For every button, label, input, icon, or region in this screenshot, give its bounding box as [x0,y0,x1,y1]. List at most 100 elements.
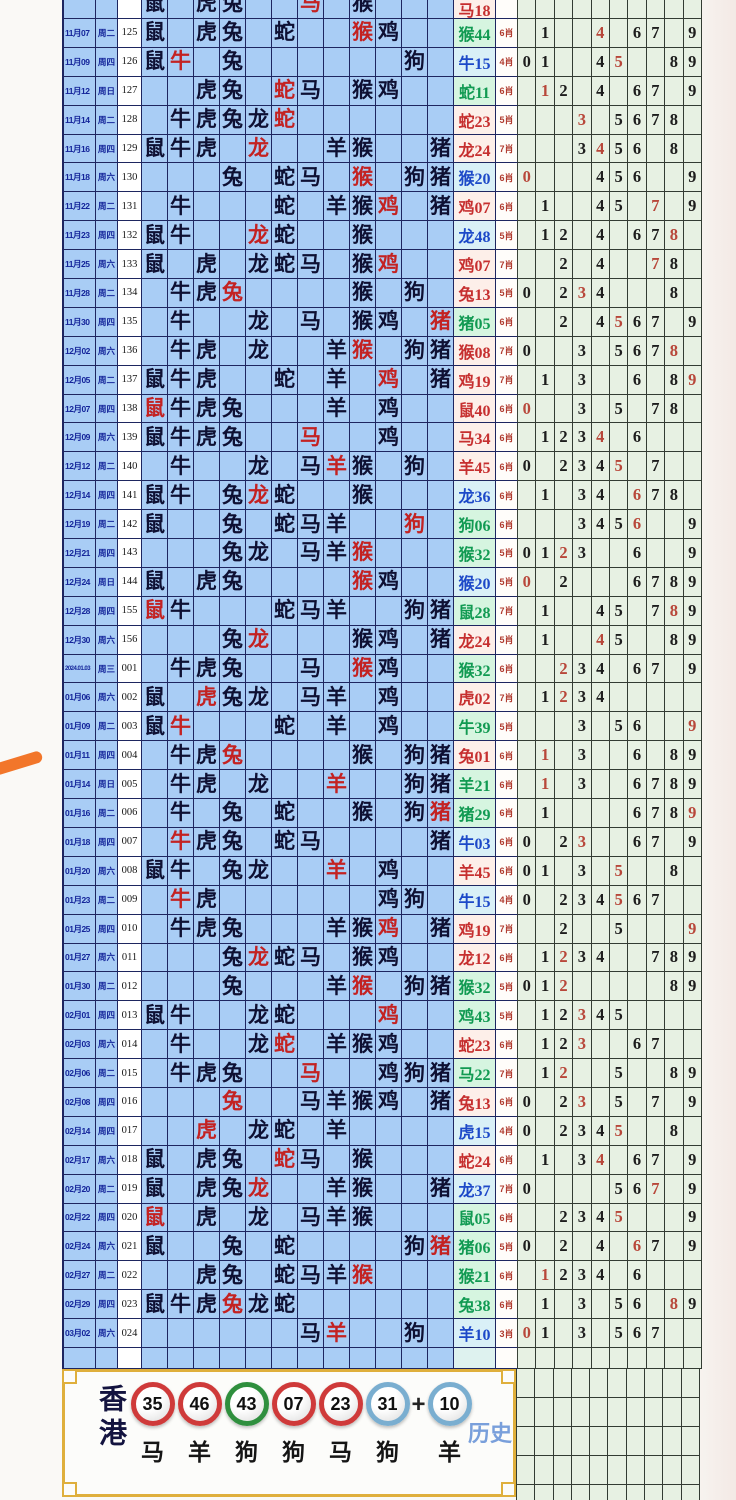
zodiac-cell [428,885,454,915]
digit-cell: 7 [646,19,666,48]
digit-cell [518,0,537,19]
result-cell: 兔13 [454,1087,496,1117]
digit-cell [573,163,592,193]
zodiac-cell [220,596,246,626]
digit-cell [591,1174,610,1204]
lottery-ball: 31 [365,1382,410,1426]
digit-cell [591,1087,610,1117]
digit-cell [591,972,610,1002]
result-cell: 龙37 [454,1174,496,1204]
result-cell: 鸡19 [454,914,496,944]
zodiac-cell [272,0,298,19]
empty-grid-cell [590,1484,609,1500]
zodiac-cell [168,1261,194,1291]
zodiac-cell: 鸡 [376,19,402,48]
zodiac-cell: 龙 [246,1001,272,1031]
zodiac-cell [402,943,428,973]
digit-cell [665,1232,684,1262]
zodiac-cell: 鸡 [376,625,402,655]
digit-cell: 3 [573,683,592,713]
weekday-cell: 周四 [96,394,118,424]
zodiac-cell: 鸡 [376,394,402,424]
zodiac-cell [376,134,402,164]
zodiac-cell [220,1203,246,1233]
zodiac-cell [142,163,168,193]
digit-cell [665,1087,684,1117]
digit-cell: 6 [628,770,647,800]
empty-grid-cell [517,1455,536,1485]
zodiac-cell: 龙 [246,943,272,973]
digit-cell [609,1145,629,1175]
digit-cell: 7 [646,1174,666,1204]
digit-cell: 5 [609,1059,629,1088]
zodiac-cell: 兔 [220,654,246,684]
digit-cell: 3 [573,827,592,857]
zodiac-cell [324,943,350,973]
zodiac-cell [402,1145,428,1175]
digit-cell [609,943,629,973]
zodiac-cell: 龙 [246,307,272,337]
digit-cell [554,1145,574,1175]
digit-cell [554,596,574,626]
digit-cell [665,539,684,568]
digit-cell: 2 [554,423,574,453]
zodiac-cell: 鼠 [142,250,168,280]
zodiac-cell [194,307,220,337]
digit-cell [536,1232,555,1262]
digit-cell [518,625,537,655]
zodiac-cell: 牛 [168,1290,194,1320]
digit-cell [573,1347,592,1369]
digit-cell [628,1347,647,1369]
zodiac-cell [272,1059,298,1088]
empty-grid-cell [681,1369,700,1398]
result-cell: 鼠40 [454,394,496,424]
digit-cell: 3 [573,856,592,886]
zodiac-cell [402,856,428,886]
empty-grid-cell [535,1455,554,1485]
digit-cell: 8 [665,943,684,973]
zodiac-cell: 猴 [350,76,376,106]
zodiac-cell: 猴 [350,0,376,19]
zodiac-cell [194,596,220,626]
zodiac-cell [142,827,168,857]
digit-cell [609,683,629,713]
digit-cell: 2 [554,567,574,597]
digit-cell [665,192,684,222]
date-cell: 03月02 [64,1319,96,1348]
weekday-cell: 周日 [96,770,118,800]
weekday-cell: 周六 [96,856,118,886]
table-row: 11月22 周二 131 牛 蛇羊猴鸡猪鸡07 6肖 1 4 5 7 9 [64,192,702,222]
zodiac-cell [376,47,402,77]
zodiac-cell: 龙 [246,1290,272,1320]
zodiac-cell: 鸡 [376,885,402,915]
weekday-cell: 周二 [96,105,118,135]
digit-cell [518,250,537,280]
issue-cell: 009 [118,885,142,915]
zodiac-cell [142,1347,168,1369]
digit-cell: 9 [683,943,702,973]
table-row: 02月22 周四 020 鼠虎龙马羊猴 鼠05 6肖 2 3 4 5 9 [64,1203,702,1233]
issue-cell: 024 [118,1319,142,1348]
digit-cell: 4 [591,307,610,337]
zodiac-cell [168,1347,194,1369]
digit-cell: 5 [609,1203,629,1233]
zodiac-cell [324,1001,350,1031]
zodiac-cell [402,76,428,106]
zodiac-cell: 兔 [220,1174,246,1204]
result-cell: 猪29 [454,799,496,828]
zodiac-cell [428,47,454,77]
zodiac-cell: 猴 [350,163,376,193]
zodiac-cell [376,1319,402,1348]
zodiac-cell: 兔 [220,539,246,568]
zodiac-cell: 虎 [194,250,220,280]
digit-cell: 7 [646,799,666,828]
digit-cell: 3 [573,741,592,771]
digit-cell [609,250,629,280]
digit-cell [536,510,555,540]
history-watermark: 历史 [467,1421,512,1446]
zodiac-cell [402,192,428,222]
digit-cell [683,481,702,511]
zodiac-cell: 兔 [220,105,246,135]
zodiac-cell [246,1261,272,1291]
digit-cell: 8 [665,221,684,251]
